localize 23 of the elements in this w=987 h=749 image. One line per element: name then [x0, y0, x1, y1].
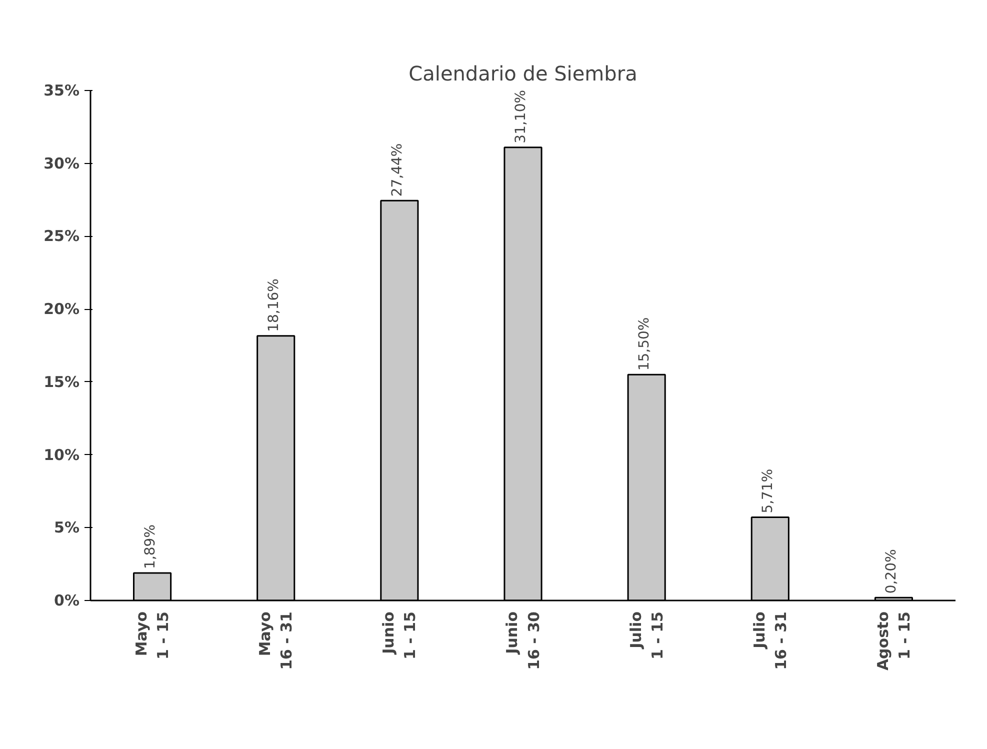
y-tick-label: 10%: [44, 446, 80, 464]
chart-title: Calendario de Siembra: [408, 62, 638, 86]
x-tick-label: Julio 16 - 31: [750, 611, 790, 670]
y-tick-label: 25%: [44, 227, 80, 246]
data-label: 15,50%: [636, 317, 653, 371]
x-tick-label: Mayo 16 - 31: [256, 611, 296, 670]
x-tick-label: Julio 1 - 15: [626, 611, 666, 660]
data-label: 27,44%: [389, 143, 406, 197]
data-label: 5,71%: [760, 468, 776, 514]
y-tick-label: 5%: [54, 518, 80, 537]
x-tick-label: Agosto 1 - 15: [874, 611, 914, 671]
data-label: 31,10%: [513, 90, 529, 144]
data-label: 1,89%: [142, 524, 158, 569]
data-label: 18,16%: [266, 278, 282, 332]
x-tick-label: Junio 1 - 15: [380, 611, 420, 660]
y-tick-label: 30%: [44, 154, 80, 172]
y-tick-label: 0%: [54, 592, 80, 610]
x-tick-label: Junio 16 - 30: [503, 611, 543, 670]
y-tick-label: 20%: [44, 300, 80, 318]
y-tick-label: 35%: [44, 82, 80, 100]
x-tick-label: Mayo 1 - 15: [132, 611, 172, 660]
data-label: 0,20%: [884, 549, 900, 594]
y-tick-label: 15%: [44, 372, 80, 391]
